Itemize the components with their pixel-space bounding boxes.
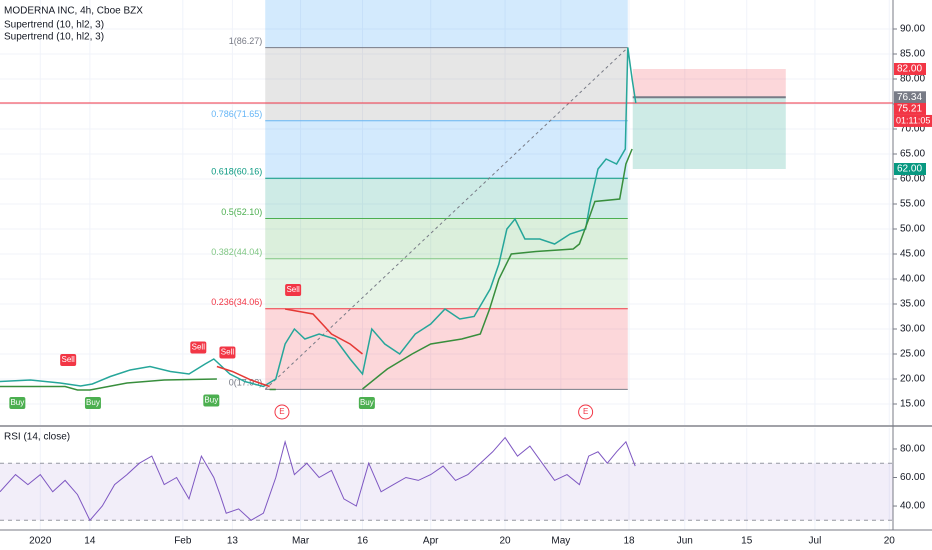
y-tick-label: 50.00 <box>900 224 925 235</box>
y-tick-label: 60.00 <box>900 472 925 483</box>
y-tick-label: 85.00 <box>900 49 925 60</box>
x-tick-label: 16 <box>357 536 369 547</box>
x-tick-label: Apr <box>423 536 439 547</box>
signal <box>84 397 101 409</box>
signal-label: Buy <box>10 398 24 407</box>
y-tick-label: 60.00 <box>900 174 925 185</box>
fib-label: 0.786(71.65) <box>211 109 262 119</box>
fib-zone <box>265 0 628 48</box>
y-tick-label: 40.00 <box>900 274 925 285</box>
stop-label: 82.00 <box>897 64 922 75</box>
signal <box>285 284 302 296</box>
x-tick-label: 2020 <box>29 536 52 547</box>
earnings-marker <box>578 404 594 420</box>
x-tick-label: Mar <box>292 536 310 547</box>
signal <box>9 397 26 409</box>
x-tick-label: Jul <box>809 536 822 547</box>
supertrend-line <box>0 148 633 391</box>
fib-label: 0.618(60.16) <box>211 167 262 177</box>
y-tick-label: 65.00 <box>900 149 925 160</box>
y-tick-label: 90.00 <box>900 24 925 35</box>
fib-zone <box>265 308 628 390</box>
signal-label: Sell <box>61 355 75 364</box>
x-tick-label: 18 <box>623 536 635 547</box>
fib-label: 1(86.27) <box>229 36 263 46</box>
signal-label: Buy <box>360 398 374 407</box>
fib-zone <box>265 47 628 121</box>
earnings-label: E <box>583 407 588 416</box>
last-price-label: 75.21 <box>897 104 922 115</box>
fib-label: 0(17.93) <box>229 378 263 388</box>
stop-label-tag <box>894 63 926 75</box>
x-tick-label: Feb <box>174 536 192 547</box>
y-tick-label: 80.00 <box>900 444 925 455</box>
x-tick-label: 20 <box>499 536 511 547</box>
countdown: 01:11:05 <box>896 115 930 125</box>
earnings-label: E <box>279 407 284 416</box>
signal <box>190 341 207 354</box>
y-tick-label: 35.00 <box>900 299 925 310</box>
legend-entry: Supertrend (10, hl2, 3) <box>4 20 104 31</box>
last-price-label-tag <box>894 102 926 115</box>
signal <box>358 397 375 409</box>
earnings-marker <box>274 404 290 420</box>
signal <box>60 354 77 366</box>
supertrend-line <box>216 308 363 388</box>
y-tick-label: 80.00 <box>900 74 925 85</box>
x-tick-label: Jun <box>677 536 693 547</box>
y-tick-label: 20.00 <box>900 374 925 385</box>
entry-label-tag <box>894 91 926 104</box>
x-tick-label: 14 <box>84 536 96 547</box>
y-tick-label: 45.00 <box>900 249 925 260</box>
signal-label: Sell <box>192 343 206 352</box>
countdown-tag <box>894 114 932 127</box>
x-tick-label: 13 <box>227 536 239 547</box>
stop-zone <box>632 69 786 98</box>
signal <box>219 346 236 359</box>
signal-label: Buy <box>204 396 218 405</box>
fib-zone <box>265 218 628 259</box>
rsi-band <box>0 463 893 521</box>
rsi-line <box>0 436 636 522</box>
chart-title: MODERNA INC, 4h, Cboe BZX <box>4 6 143 17</box>
fib-label: 0.382(44.04) <box>211 247 262 257</box>
signal-label: Buy <box>86 398 100 407</box>
fib-trend <box>264 47 629 390</box>
signal-label: Sell <box>221 348 235 357</box>
y-tick-label: 30.00 <box>900 324 925 335</box>
fib-label: 0.5(52.10) <box>221 207 262 217</box>
y-tick-label: 40.00 <box>900 501 925 512</box>
target-zone <box>632 97 786 169</box>
y-tick-label: 70.00 <box>900 124 925 135</box>
x-tick-label: 20 <box>884 536 896 547</box>
target-label-tag <box>894 163 926 175</box>
y-tick-label: 15.00 <box>900 399 925 410</box>
fib-zone <box>265 178 628 219</box>
x-tick-label: May <box>551 536 570 547</box>
y-tick-label: 25.00 <box>900 349 925 360</box>
x-tick-label: 15 <box>741 536 753 547</box>
signal <box>203 394 220 407</box>
signal-label: Sell <box>286 285 300 294</box>
y-tick-label: 55.00 <box>900 199 925 210</box>
fib-zone <box>265 258 628 309</box>
fib-label: 0.236(34.06) <box>211 297 262 307</box>
legend-entry: Supertrend (10, hl2, 3) <box>4 32 104 43</box>
target-label: 62.00 <box>897 164 922 175</box>
rsi-title: RSI (14, close) <box>4 432 70 443</box>
entry-label: 76.34 <box>897 92 922 103</box>
fib-zone <box>265 120 628 179</box>
